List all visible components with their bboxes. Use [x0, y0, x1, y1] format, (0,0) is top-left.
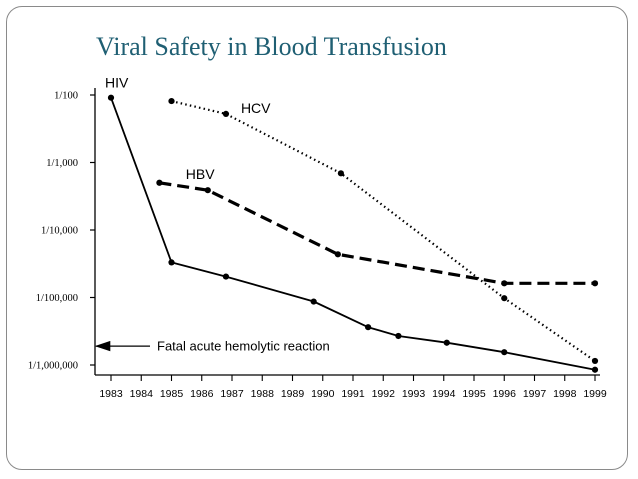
series-line-hbv — [159, 181, 595, 285]
x-tick-label: 1988 — [251, 388, 275, 400]
series-line-hiv — [110, 97, 596, 371]
x-tick-label: 1991 — [341, 388, 365, 400]
y-tick-label: 1/100,000 — [36, 293, 78, 304]
y-ticks: 1/100 1/1,000 1/10,000 1/100,000 1/1,000,000 — [28, 91, 95, 372]
x-tick-label: 1989 — [281, 388, 305, 400]
x-tick-label: 1987 — [220, 388, 244, 400]
series-label-hbv: HBV — [186, 166, 215, 182]
data-point-hbv — [156, 179, 163, 186]
data-point-hbv — [591, 280, 599, 287]
data-point-hiv — [107, 94, 115, 101]
x-tick-label: 1995 — [462, 388, 486, 400]
data-point-hcv — [591, 357, 599, 365]
data-point-hiv — [395, 332, 402, 340]
data-point-hiv — [591, 366, 599, 373]
data-point-hiv — [222, 273, 230, 280]
data-point-hcv — [168, 97, 175, 105]
y-tick-label: 1/100 — [54, 91, 78, 102]
data-point-hcv — [222, 110, 230, 117]
data-point-hbv — [501, 280, 508, 287]
x-tick-label: 1994 — [432, 388, 456, 400]
x-tick-label: 1986 — [190, 388, 214, 400]
x-tick-label: 1992 — [372, 388, 396, 400]
data-point-hcv — [501, 295, 508, 302]
series-label-hiv: HIV — [105, 75, 129, 91]
series-hbv: HBV — [156, 166, 599, 287]
x-tick-label: 1999 — [583, 388, 607, 400]
x-ticks: 1983 1984 1985 1986 1987 1988 1989 1990 1991 1992… — [99, 375, 607, 400]
x-tick-label: 1993 — [402, 388, 426, 400]
axes — [94, 88, 600, 376]
series-group: HIV HCV HBV — [105, 75, 599, 373]
data-point-hiv — [501, 349, 508, 356]
slide-title: Viral Safety in Blood Transfusion — [96, 32, 447, 61]
data-point-hcv — [337, 170, 344, 177]
series-hcv: HCV — [168, 97, 599, 365]
data-point-hiv — [310, 298, 317, 305]
x-tick-label: 1998 — [553, 388, 577, 400]
data-point-hiv — [168, 259, 175, 266]
data-point-hiv — [365, 324, 372, 331]
series-label-hcv: HCV — [241, 100, 271, 116]
x-tick-label: 1985 — [160, 388, 184, 400]
annotations: Fatal acute hemolytic reaction — [94, 339, 330, 354]
x-tick-label: 1984 — [130, 388, 154, 400]
data-point-hbv — [204, 187, 211, 194]
data-point-hiv — [443, 339, 450, 346]
x-tick-label: 1996 — [493, 388, 517, 400]
y-tick-label: 1/10,000 — [41, 226, 78, 237]
series-hiv: HIV — [105, 75, 599, 373]
slide-frame — [6, 6, 628, 470]
x-tick-label: 1990 — [311, 388, 335, 400]
data-point-hbv — [334, 251, 341, 258]
y-tick-label: 1/1,000,000 — [28, 361, 78, 372]
x-tick-label: 1983 — [99, 388, 123, 400]
y-tick-label: 1/1,000 — [46, 158, 78, 169]
annotation-label: Fatal acute hemolytic reaction — [157, 339, 330, 354]
x-tick-label: 1997 — [523, 388, 547, 400]
series-line-hcv — [171, 100, 596, 362]
